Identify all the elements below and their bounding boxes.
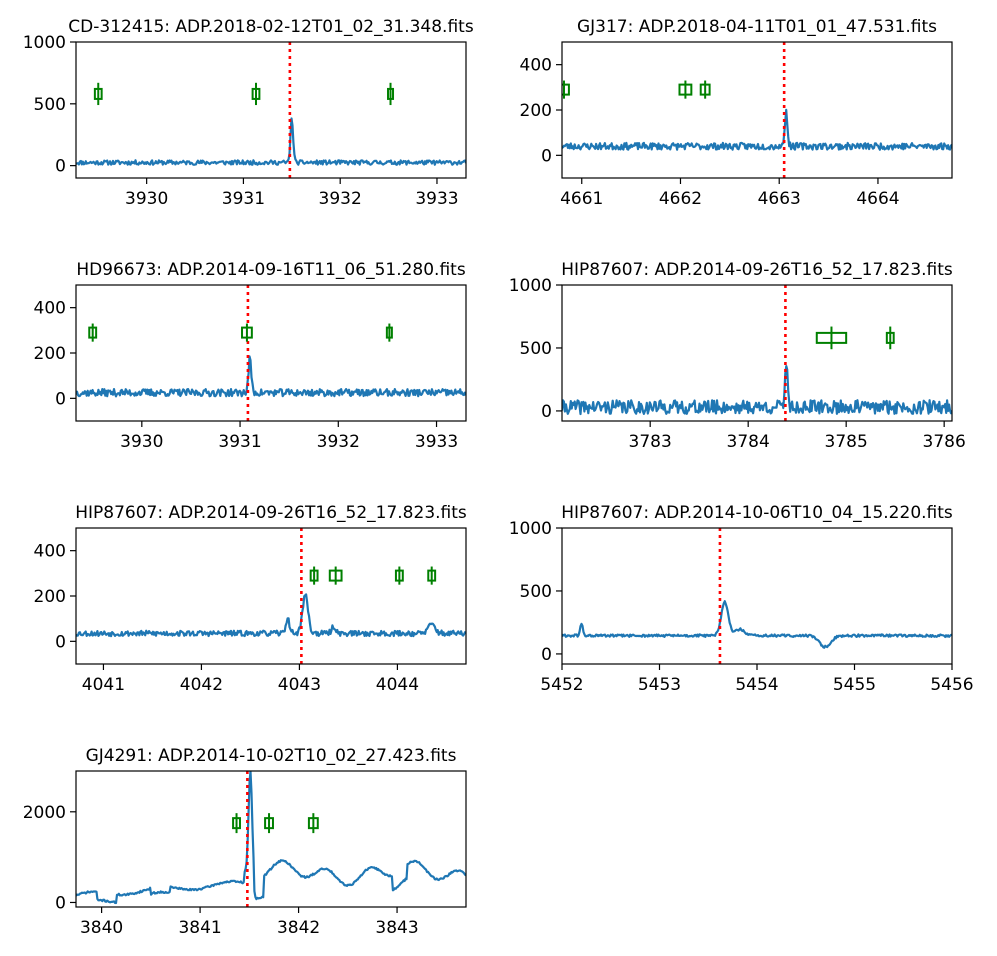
y-tick-label: 0 bbox=[541, 146, 552, 166]
x-tick-label: 4662 bbox=[659, 189, 702, 209]
error-bar-point bbox=[387, 82, 395, 106]
y-tick-label: 2000 bbox=[23, 803, 66, 823]
error-bar-point bbox=[241, 323, 253, 342]
error-bar-point bbox=[309, 566, 319, 585]
error-bar-point bbox=[394, 566, 404, 585]
error-bar-point bbox=[93, 82, 103, 106]
axes-frame bbox=[75, 770, 467, 908]
y-tick-label: 500 bbox=[520, 339, 552, 359]
spectrum-line bbox=[76, 593, 466, 638]
spectrum-line bbox=[562, 365, 952, 416]
x-tick-label: 3840 bbox=[80, 918, 123, 938]
y-tick-label: 400 bbox=[34, 299, 66, 319]
subplot-title: HIP87607: ADP.2014-09-26T16_52_17.823.fi… bbox=[561, 260, 953, 280]
error-bar-point bbox=[88, 323, 98, 342]
axes-frame bbox=[75, 284, 467, 422]
x-tick-label: 3786 bbox=[923, 432, 966, 452]
spectrum-line bbox=[562, 600, 952, 649]
y-tick-label: 1000 bbox=[23, 33, 66, 53]
x-tick-label: 4044 bbox=[376, 675, 419, 695]
error-bar-point bbox=[699, 80, 711, 99]
x-tick-label: 3930 bbox=[120, 432, 163, 452]
x-tick-label: 4042 bbox=[180, 675, 223, 695]
y-tick-label: 0 bbox=[55, 632, 66, 652]
x-tick-label: 5454 bbox=[735, 675, 778, 695]
subplot-7: GJ4291: ADP.2014-10-02T10_02_27.423.fits… bbox=[23, 746, 467, 938]
axes-frame bbox=[75, 527, 467, 665]
y-tick-label: 500 bbox=[520, 582, 552, 602]
x-tick-label: 4663 bbox=[758, 189, 801, 209]
x-tick-label: 5455 bbox=[833, 675, 876, 695]
error-bar-point bbox=[562, 80, 570, 99]
y-tick-label: 0 bbox=[541, 402, 552, 422]
y-tick-label: 400 bbox=[520, 56, 552, 76]
axes-frame bbox=[561, 41, 953, 179]
x-tick-label: 3931 bbox=[218, 432, 261, 452]
x-tick-label: 3843 bbox=[375, 918, 418, 938]
x-tick-label: 3930 bbox=[125, 189, 168, 209]
subplot-title: CD-312415: ADP.2018-02-12T01_02_31.348.f… bbox=[68, 17, 474, 37]
subplot-title: HIP87607: ADP.2014-10-06T10_04_15.220.fi… bbox=[561, 503, 953, 523]
subplot-6: HIP87607: ADP.2014-10-06T10_04_15.220.fi… bbox=[509, 503, 974, 695]
x-tick-label: 5453 bbox=[638, 675, 681, 695]
x-tick-label: 3933 bbox=[415, 189, 458, 209]
subplot-title: GJ317: ADP.2018-04-11T01_01_47.531.fits bbox=[577, 17, 937, 37]
y-tick-label: 500 bbox=[34, 95, 66, 115]
y-tick-label: 1000 bbox=[509, 519, 552, 539]
axes-frame bbox=[561, 527, 953, 665]
error-bar-point bbox=[427, 566, 437, 585]
spectrum-line bbox=[562, 108, 952, 151]
x-tick-label: 3842 bbox=[277, 918, 320, 938]
error-bar-point bbox=[885, 326, 895, 350]
y-tick-label: 0 bbox=[55, 389, 66, 409]
y-tick-label: 400 bbox=[34, 542, 66, 562]
error-bar-point bbox=[385, 323, 393, 342]
x-tick-label: 4661 bbox=[560, 189, 603, 209]
y-tick-label: 0 bbox=[541, 645, 552, 665]
error-bar-point bbox=[264, 813, 274, 834]
spectrum-line bbox=[76, 771, 466, 905]
spectrum-line bbox=[76, 117, 466, 166]
x-tick-label: 5452 bbox=[540, 675, 583, 695]
x-tick-label: 3783 bbox=[629, 432, 672, 452]
subplot-5: HIP87607: ADP.2014-09-26T16_52_17.823.fi… bbox=[34, 503, 467, 695]
x-tick-label: 4664 bbox=[856, 189, 899, 209]
error-bar-point bbox=[815, 326, 848, 350]
error-bar-point bbox=[328, 566, 343, 585]
x-tick-label: 4041 bbox=[82, 675, 125, 695]
y-tick-label: 1000 bbox=[509, 276, 552, 296]
error-bar-point bbox=[232, 813, 241, 834]
subplot-title: HD96673: ADP.2014-09-16T11_06_51.280.fit… bbox=[76, 260, 466, 280]
x-tick-label: 3933 bbox=[415, 432, 458, 452]
y-tick-label: 0 bbox=[55, 157, 66, 177]
spectrum-line bbox=[76, 355, 466, 398]
x-tick-label: 5456 bbox=[930, 675, 973, 695]
axes-frame bbox=[75, 41, 467, 179]
subplot-2: GJ317: ADP.2018-04-11T01_01_47.531.fits 4… bbox=[520, 17, 953, 209]
x-tick-label: 3841 bbox=[178, 918, 221, 938]
x-tick-label: 3785 bbox=[825, 432, 868, 452]
x-tick-label: 3932 bbox=[317, 432, 360, 452]
axes-frame bbox=[561, 284, 953, 422]
error-bar-point bbox=[251, 82, 261, 106]
y-tick-label: 200 bbox=[520, 101, 552, 121]
x-tick-label: 4043 bbox=[278, 675, 321, 695]
x-tick-label: 3932 bbox=[319, 189, 362, 209]
subplot-title: HIP87607: ADP.2014-09-26T16_52_17.823.fi… bbox=[75, 503, 467, 523]
x-tick-label: 3784 bbox=[727, 432, 770, 452]
subplot-3: HD96673: ADP.2014-09-16T11_06_51.280.fit… bbox=[34, 260, 467, 452]
subplot-title: GJ4291: ADP.2014-10-02T10_02_27.423.fits bbox=[86, 746, 457, 766]
y-tick-label: 200 bbox=[34, 344, 66, 364]
y-tick-label: 200 bbox=[34, 587, 66, 607]
y-tick-label: 0 bbox=[55, 893, 66, 913]
subplot-1: CD-312415: ADP.2018-02-12T01_02_31.348.f… bbox=[23, 17, 474, 209]
x-tick-label: 3931 bbox=[222, 189, 265, 209]
error-bar-point bbox=[307, 813, 319, 834]
error-bar-point bbox=[678, 80, 693, 99]
subplot-4: HIP87607: ADP.2014-09-26T16_52_17.823.fi… bbox=[509, 260, 966, 452]
